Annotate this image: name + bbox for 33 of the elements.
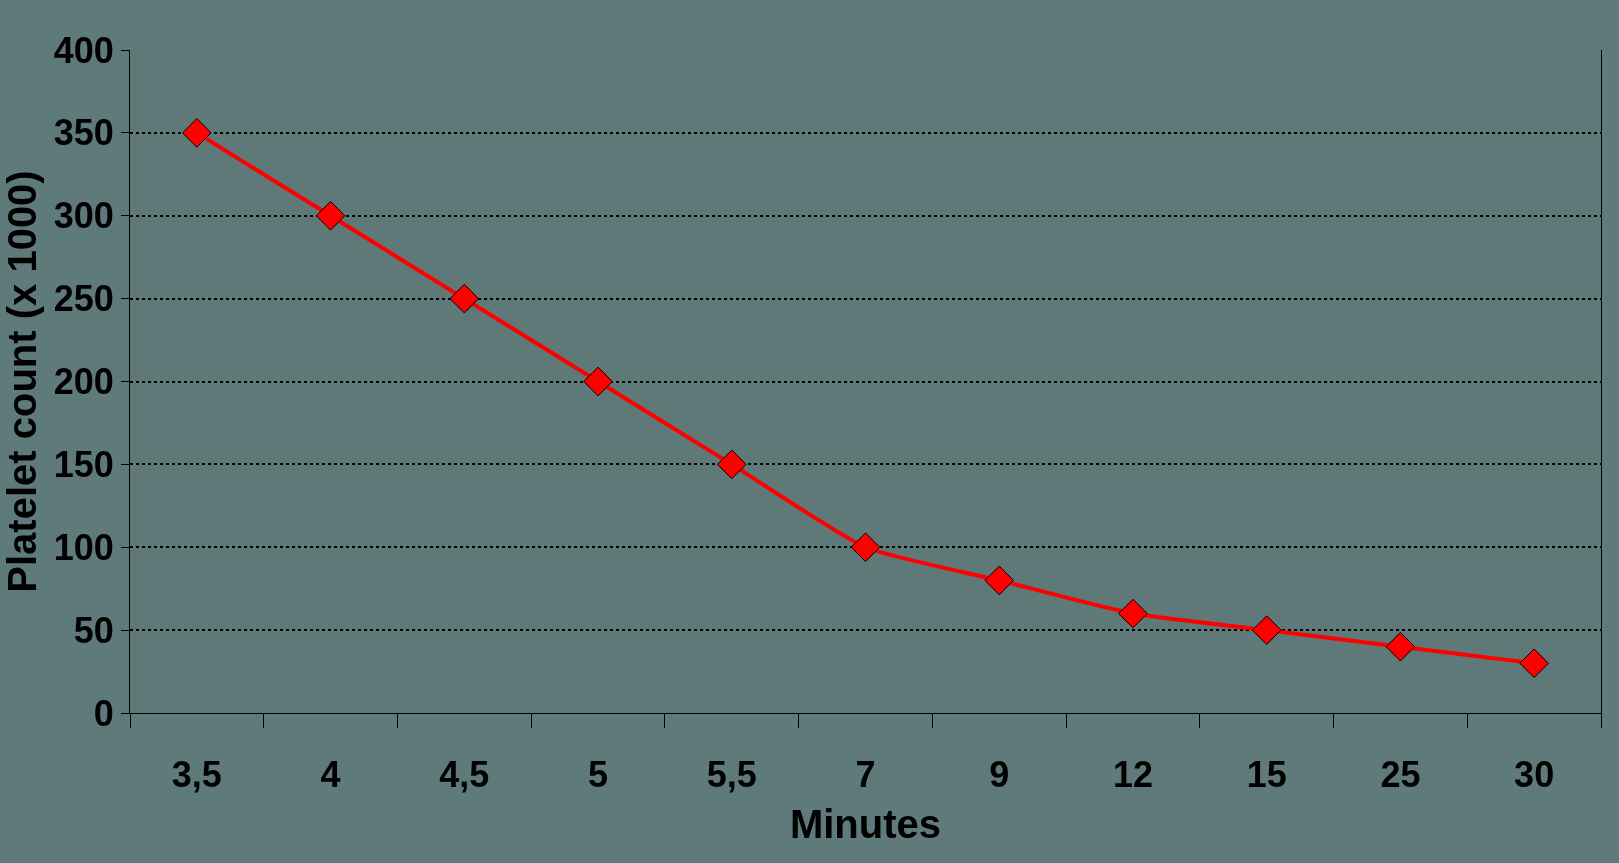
x-tick-label: 15 — [1246, 754, 1287, 796]
y-tick-label: 300 — [53, 195, 114, 237]
y-tick-label: 0 — [93, 692, 114, 734]
y-tick-label: 400 — [53, 29, 114, 71]
x-tick-label: 3,5 — [171, 754, 222, 796]
point — [1385, 631, 1416, 662]
point — [182, 118, 212, 148]
point — [1251, 615, 1282, 645]
x-tick-label: 5 — [588, 754, 609, 796]
x-axis-title: Minutes — [789, 801, 942, 846]
y-axis-title: Platelet count (x 1000) — [0, 170, 44, 593]
point — [315, 200, 346, 231]
x-tick-label: 12 — [1112, 754, 1153, 796]
y-tick-label: 350 — [53, 112, 114, 154]
x-tick-label: 4 — [320, 754, 341, 796]
x-tick-label: 30 — [1514, 754, 1555, 796]
point — [850, 532, 881, 563]
point — [716, 449, 747, 480]
x-tick-label: 9 — [989, 754, 1010, 796]
point — [1118, 598, 1148, 629]
y-tick-label: 100 — [53, 526, 114, 568]
point — [984, 565, 1015, 596]
point — [583, 366, 613, 397]
point — [449, 283, 480, 314]
x-tick-label: 4,5 — [439, 754, 490, 796]
x-tick-label: 7 — [855, 754, 876, 796]
y-tick-label: 200 — [53, 361, 114, 403]
point — [1519, 648, 1549, 679]
y-tick-label: 250 — [53, 278, 114, 320]
x-tick-label: 5,5 — [706, 754, 757, 796]
y-tick-label: 50 — [73, 609, 114, 651]
y-tick-label: 150 — [53, 443, 114, 485]
x-tick-label: 25 — [1380, 754, 1421, 796]
